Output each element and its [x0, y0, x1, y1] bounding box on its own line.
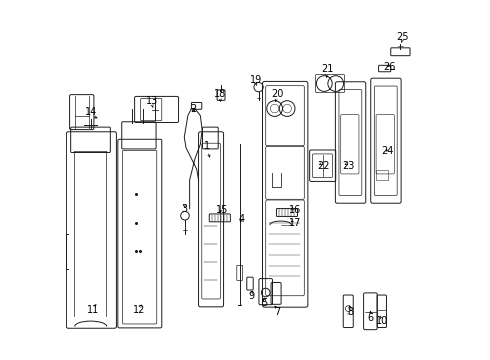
- Text: 17: 17: [289, 218, 301, 228]
- Text: 25: 25: [396, 32, 409, 42]
- Text: 21: 21: [321, 64, 333, 74]
- Text: 5: 5: [262, 298, 268, 308]
- Text: 14: 14: [85, 107, 98, 117]
- Text: 19: 19: [249, 75, 262, 85]
- Text: 2: 2: [190, 104, 196, 113]
- Text: 26: 26: [384, 63, 396, 72]
- Text: 3: 3: [181, 203, 187, 213]
- Text: 7: 7: [274, 307, 280, 317]
- Text: 8: 8: [347, 307, 353, 317]
- Text: 12: 12: [133, 305, 146, 315]
- Text: 13: 13: [146, 96, 158, 107]
- Text: 15: 15: [216, 205, 228, 215]
- Text: 6: 6: [367, 312, 373, 323]
- Text: 20: 20: [271, 89, 283, 99]
- Text: 9: 9: [248, 291, 254, 301]
- Text: 22: 22: [318, 161, 330, 171]
- Text: 1: 1: [204, 141, 211, 151]
- Text: 4: 4: [238, 214, 245, 224]
- Text: 16: 16: [289, 205, 301, 215]
- Text: 10: 10: [376, 316, 389, 326]
- Text: 11: 11: [87, 305, 99, 315]
- Text: 18: 18: [214, 89, 226, 99]
- Text: 23: 23: [343, 161, 355, 171]
- Text: 24: 24: [382, 147, 394, 157]
